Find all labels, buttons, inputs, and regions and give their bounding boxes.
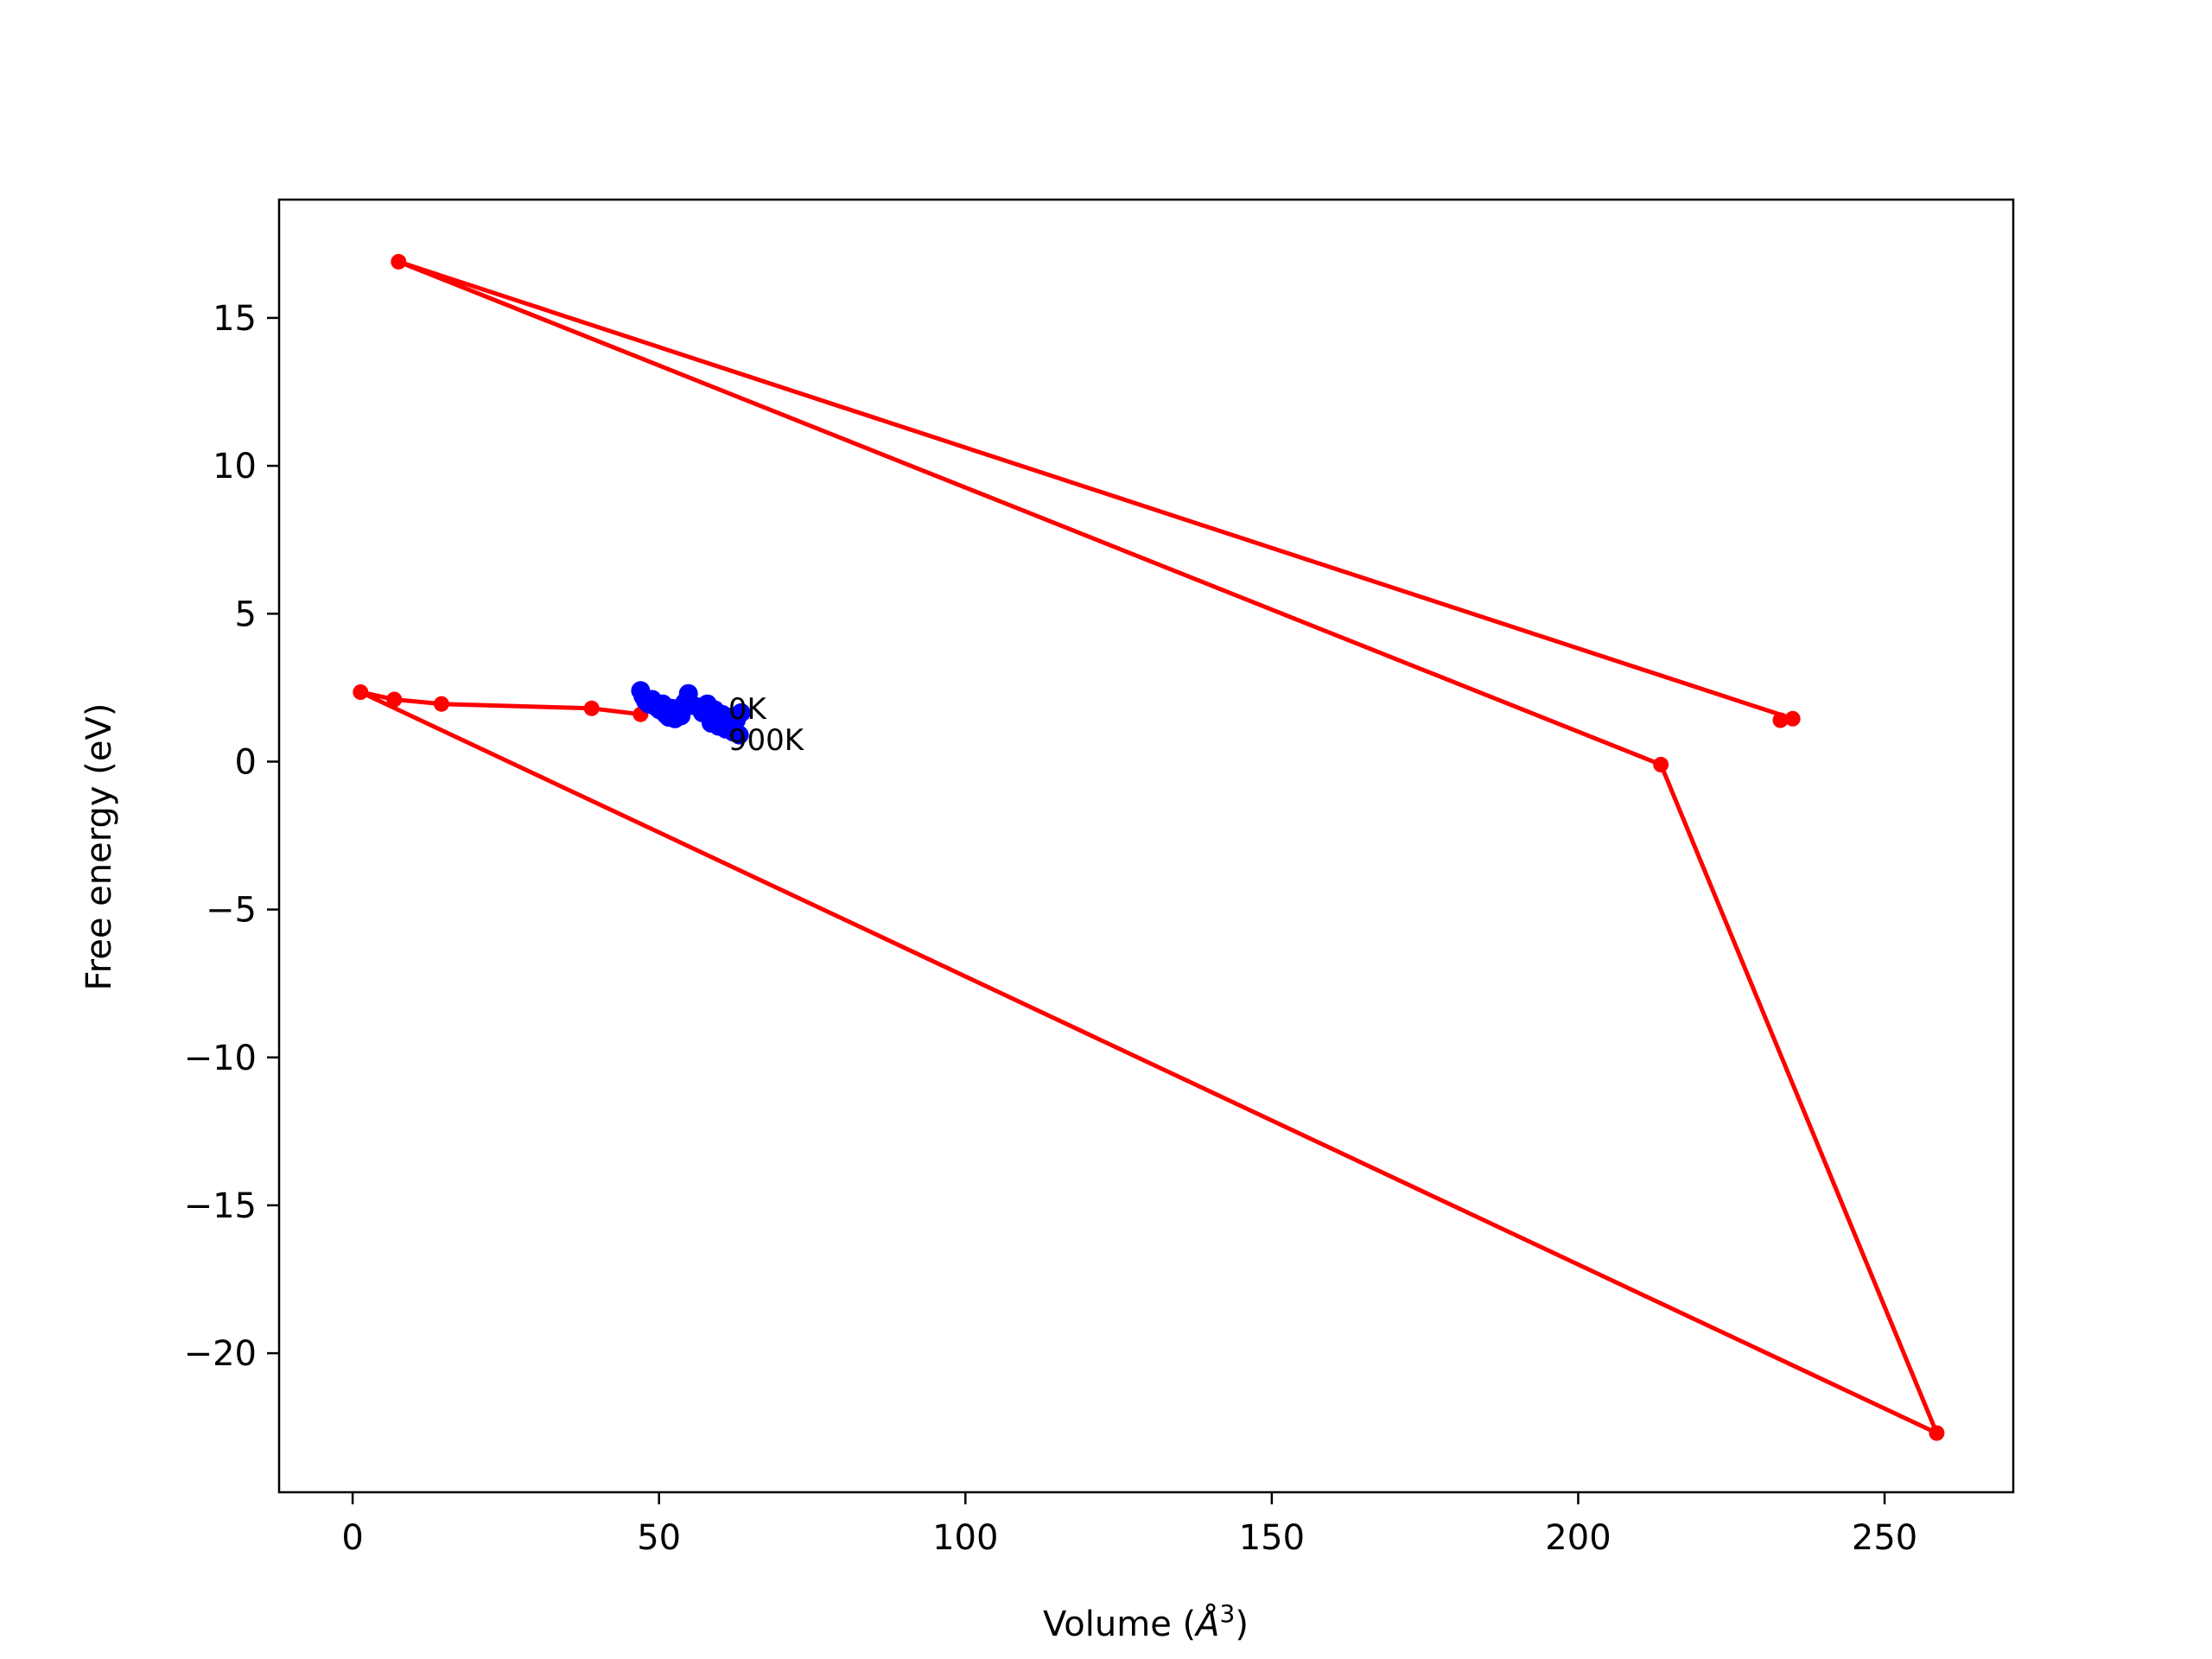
x-axis-label: Volume (Å3) [1043, 1599, 1249, 1644]
y-axis-label: Free energy (eV) [79, 703, 119, 991]
data-point [729, 725, 749, 745]
series-2 [631, 681, 751, 745]
data-point [1929, 1425, 1945, 1441]
y-tick-label: −15 [184, 1186, 257, 1226]
data-point [386, 691, 403, 708]
y-tick-label: 5 [235, 594, 257, 634]
annotation-label: 900K [728, 723, 805, 758]
series-line [358, 259, 1939, 1435]
series-1 [353, 253, 1945, 1441]
x-tick-label: 50 [637, 1518, 681, 1558]
x-axis-ticks: 0 50 100 150 200 250 [341, 1492, 1917, 1558]
y-tick-label: 15 [213, 299, 257, 339]
x-tick-label: 250 [1852, 1518, 1917, 1558]
y-tick-label: 0 [235, 742, 257, 782]
data-point [1772, 712, 1789, 728]
data-point [1784, 710, 1801, 727]
data-point [731, 702, 751, 722]
y-tick-label: −5 [206, 891, 257, 931]
plot-area [279, 200, 2013, 1492]
y-tick-label: −20 [184, 1334, 257, 1374]
data-point [1653, 756, 1669, 772]
data-point [391, 253, 407, 270]
x-tick-label: 150 [1239, 1518, 1305, 1558]
series-layer [353, 253, 1945, 1441]
data-point [433, 696, 449, 712]
annotation-label: 0K [728, 692, 768, 727]
y-tick-label: −10 [184, 1039, 257, 1078]
plot-frame [277, 198, 2015, 1494]
data-point [583, 700, 600, 716]
x-tick-label: 100 [932, 1518, 998, 1558]
x-tick-label: 0 [341, 1518, 363, 1558]
x-tick-label: 200 [1545, 1518, 1611, 1558]
data-point [353, 684, 369, 700]
y-axis-ticks: 15 10 5 0 −5 −10 −15 −20 [184, 299, 279, 1374]
y-tick-label: 10 [213, 447, 257, 486]
